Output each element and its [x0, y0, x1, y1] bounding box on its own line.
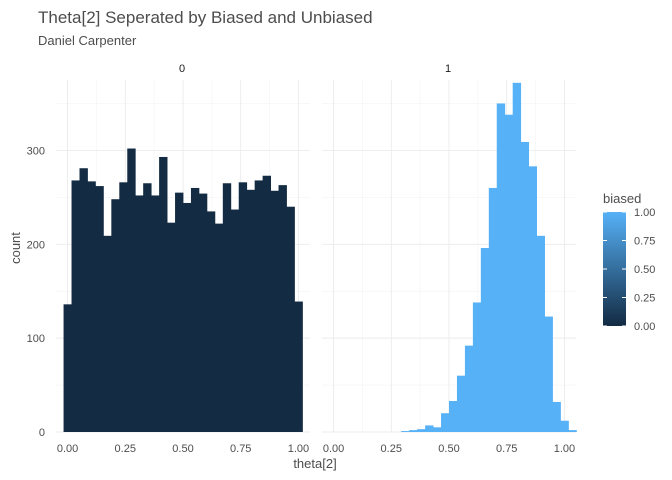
histogram-bar-0-7: [119, 182, 128, 432]
histogram-bar-0-28: [286, 206, 295, 432]
histogram-bar-0-13: [167, 222, 176, 432]
y-tick-label: 100: [27, 333, 45, 345]
histogram-bar-1-8: [464, 345, 474, 432]
chart-subtitle: Daniel Carpenter: [38, 33, 137, 48]
facet-panel-0: 0 0.00 0.25 0.50 0.75 1.00: [56, 63, 310, 455]
histogram-bar-0-27: [278, 185, 287, 432]
histogram-bar-0-26: [270, 190, 279, 432]
histogram-bar-0-23: [246, 189, 256, 432]
histogram-bar-0-4: [95, 186, 104, 432]
y-tick-label: 300: [27, 145, 45, 157]
x-tick-label: 0.25: [381, 443, 402, 455]
histogram-bar-0-20: [222, 183, 232, 432]
histogram-bar-0-9: [135, 195, 144, 432]
histogram-bar-0-6: [111, 199, 120, 432]
legend-tick-label: 0.00: [634, 321, 655, 333]
histogram-bar-1-16: [528, 166, 537, 433]
histogram-bar-1-7: [456, 375, 466, 432]
facet-bars-1: [401, 82, 577, 433]
histogram-bar-0-22: [238, 182, 248, 432]
histogram-bar-0-15: [182, 202, 192, 432]
histogram-bar-0-24: [254, 180, 264, 432]
histogram-bar-1-12: [496, 103, 506, 432]
facet-x-ticks-1: 0.00 0.25 0.50 0.75 1.00: [323, 443, 575, 455]
histogram-bar-1-5: [441, 413, 450, 432]
histogram-bar-1-4: [433, 427, 442, 432]
histogram-bar-1-1: [409, 430, 418, 432]
histogram-bar-1-19: [552, 401, 561, 432]
legend-colorbar: [603, 212, 626, 326]
x-tick-label: 0.75: [496, 443, 517, 455]
y-tick-label: 0: [39, 427, 45, 439]
histogram-bar-1-10: [480, 248, 490, 432]
histogram-bar-1-3: [425, 425, 434, 432]
histogram-bar-0-25: [262, 175, 271, 433]
facet-bars-0: [63, 148, 303, 433]
x-tick-label: 0.00: [323, 443, 344, 455]
facet-strip-label-1: 1: [445, 63, 451, 75]
histogram-bar-1-9: [472, 302, 482, 432]
histogram-bar-0-17: [198, 193, 208, 432]
legend-tick-label: 0.50: [634, 264, 655, 276]
legend: biased 0.00 0.25 0.50 0.75 1.00: [603, 191, 655, 333]
histogram-bar-0-12: [159, 156, 168, 432]
histogram-bar-1-11: [488, 187, 498, 432]
histogram-bar-0-14: [175, 192, 184, 432]
x-tick-label: 1.00: [288, 443, 309, 455]
y-tick-label: 200: [27, 239, 45, 251]
legend-ticks: 0.00 0.25 0.50 0.75 1.00: [603, 207, 655, 333]
histogram-bar-1-13: [504, 114, 514, 432]
histogram-bar-1-20: [560, 420, 569, 432]
histogram-bar-0-18: [206, 211, 216, 432]
legend-tick-label: 0.25: [634, 293, 655, 305]
histogram-bar-0-16: [190, 187, 200, 432]
histogram-bar-1-15: [520, 141, 530, 432]
x-tick-label: 0.75: [230, 443, 251, 455]
y-axis-title: count: [8, 232, 23, 264]
x-tick-label: 0.00: [57, 443, 78, 455]
chart-title: Theta[2] Seperated by Biased and Unbiase…: [38, 8, 373, 27]
histogram-bar-0-10: [143, 183, 152, 432]
histogram-bar-0-0: [63, 304, 72, 432]
histogram-bar-0-11: [151, 195, 160, 432]
histogram-bar-0-1: [71, 180, 80, 432]
histogram-bar-0-19: [214, 223, 224, 432]
histogram-bar-1-0: [401, 431, 410, 432]
histogram-bar-0-21: [230, 209, 240, 432]
x-tick-label: 0.50: [172, 443, 193, 455]
y-axis-ticks: 0 100 200 300: [27, 145, 45, 439]
facet-panel-1: 1 0.00 0.25 0.50 0.75 1.00: [322, 63, 577, 455]
histogram-bar-0-3: [87, 181, 96, 432]
histogram-bar-0-2: [79, 168, 88, 433]
x-tick-label: 0.50: [438, 443, 459, 455]
x-tick-label: 0.25: [115, 443, 136, 455]
histogram-bar-1-2: [417, 429, 426, 432]
x-axis-title: theta[2]: [293, 456, 336, 471]
histogram-bar-0-8: [127, 148, 136, 432]
legend-title: biased: [603, 191, 641, 206]
histogram-bar-1-17: [536, 235, 545, 432]
histogram-bar-1-18: [544, 316, 553, 432]
facet-strip-label-0: 0: [179, 63, 185, 75]
legend-tick-label: 1.00: [634, 207, 655, 219]
facet-x-ticks-0: 0.00 0.25 0.50 0.75 1.00: [57, 443, 309, 455]
x-tick-label: 1.00: [554, 443, 575, 455]
legend-tick-label: 0.75: [634, 236, 655, 248]
histogram-bar-1-6: [448, 401, 458, 432]
histogram-bar-1-21: [568, 430, 577, 432]
histogram-bar-0-5: [103, 235, 112, 432]
histogram-bar-1-14: [512, 82, 522, 432]
histogram-bar-0-29: [294, 301, 303, 432]
